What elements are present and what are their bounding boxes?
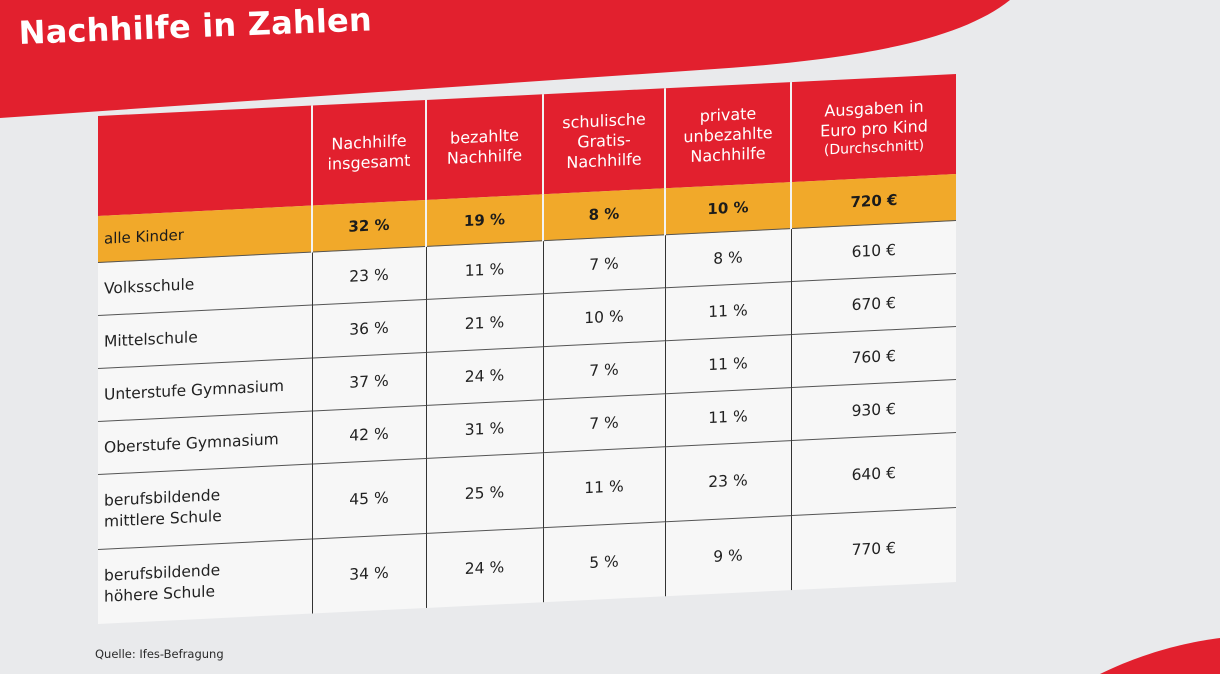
header-nachhilfe-insgesamt: Nachhilfe insgesamt — [312, 99, 426, 206]
table-cell: 610 € — [791, 220, 956, 282]
corner-accent — [1100, 638, 1220, 674]
table-cell: 7 % — [543, 234, 665, 294]
table-cell: 36 % — [312, 299, 426, 359]
table-cell: 7 % — [543, 393, 665, 453]
table-cell: 760 € — [791, 326, 956, 388]
table-cell: 37 % — [312, 352, 426, 412]
header-schulische-gratis-nachhilfe: schulische Gratis- Nachhilfe — [543, 88, 665, 195]
table-cell: 11 % — [665, 334, 791, 394]
table-cell: 7 % — [543, 340, 665, 400]
header-private-unbezahlte-nachhilfe: private unbezahlte Nachhilfe — [665, 82, 791, 189]
table-cell: 770 € — [791, 507, 956, 591]
header-corner-cell — [98, 105, 312, 216]
table-cell: 45 % — [312, 458, 426, 540]
statistics-table-container: Nachhilfe insgesamt bezahlte Nachhilfe s… — [98, 74, 956, 624]
table-cell: 8 % — [543, 188, 665, 241]
row-label: berufsbildende mittlere Schule — [98, 464, 312, 550]
table-cell: 19 % — [426, 194, 543, 247]
table-cell: 21 % — [426, 293, 543, 353]
table-cell: 32 % — [312, 199, 426, 253]
table-cell: 25 % — [426, 452, 543, 534]
table-cell: 11 % — [665, 281, 791, 341]
table-cell: 24 % — [426, 527, 543, 608]
header-ausgaben-pro-kind: Ausgaben in Euro pro Kind (Durchschnitt) — [791, 74, 956, 183]
table-cell: 930 € — [791, 379, 956, 441]
table-cell: 640 € — [791, 432, 956, 516]
table-cell: 10 % — [665, 182, 791, 235]
header-bezahlte-nachhilfe: bezahlte Nachhilfe — [426, 94, 543, 200]
table-cell: 31 % — [426, 399, 543, 459]
table-cell: 720 € — [791, 174, 956, 229]
table-cell: 10 % — [543, 287, 665, 347]
statistics-table: Nachhilfe insgesamt bezahlte Nachhilfe s… — [98, 74, 956, 624]
table-cell: 23 % — [312, 246, 426, 306]
table-cell: 11 % — [665, 387, 791, 447]
table-cell: 670 € — [791, 273, 956, 335]
table-cell: 42 % — [312, 405, 426, 465]
table-cell: 34 % — [312, 533, 426, 614]
title-banner — [0, 0, 1010, 118]
table-cell: 8 % — [665, 228, 791, 288]
row-label: berufsbildende höhere Schule — [98, 539, 312, 624]
table-cell: 23 % — [665, 440, 791, 522]
table-cell: 24 % — [426, 346, 543, 406]
table-cell: 11 % — [543, 446, 665, 528]
table-cell: 11 % — [426, 240, 543, 300]
table-cell: 9 % — [665, 515, 791, 597]
table-cell: 5 % — [543, 521, 665, 603]
source-note: Quelle: Ifes-Befragung — [95, 647, 224, 661]
